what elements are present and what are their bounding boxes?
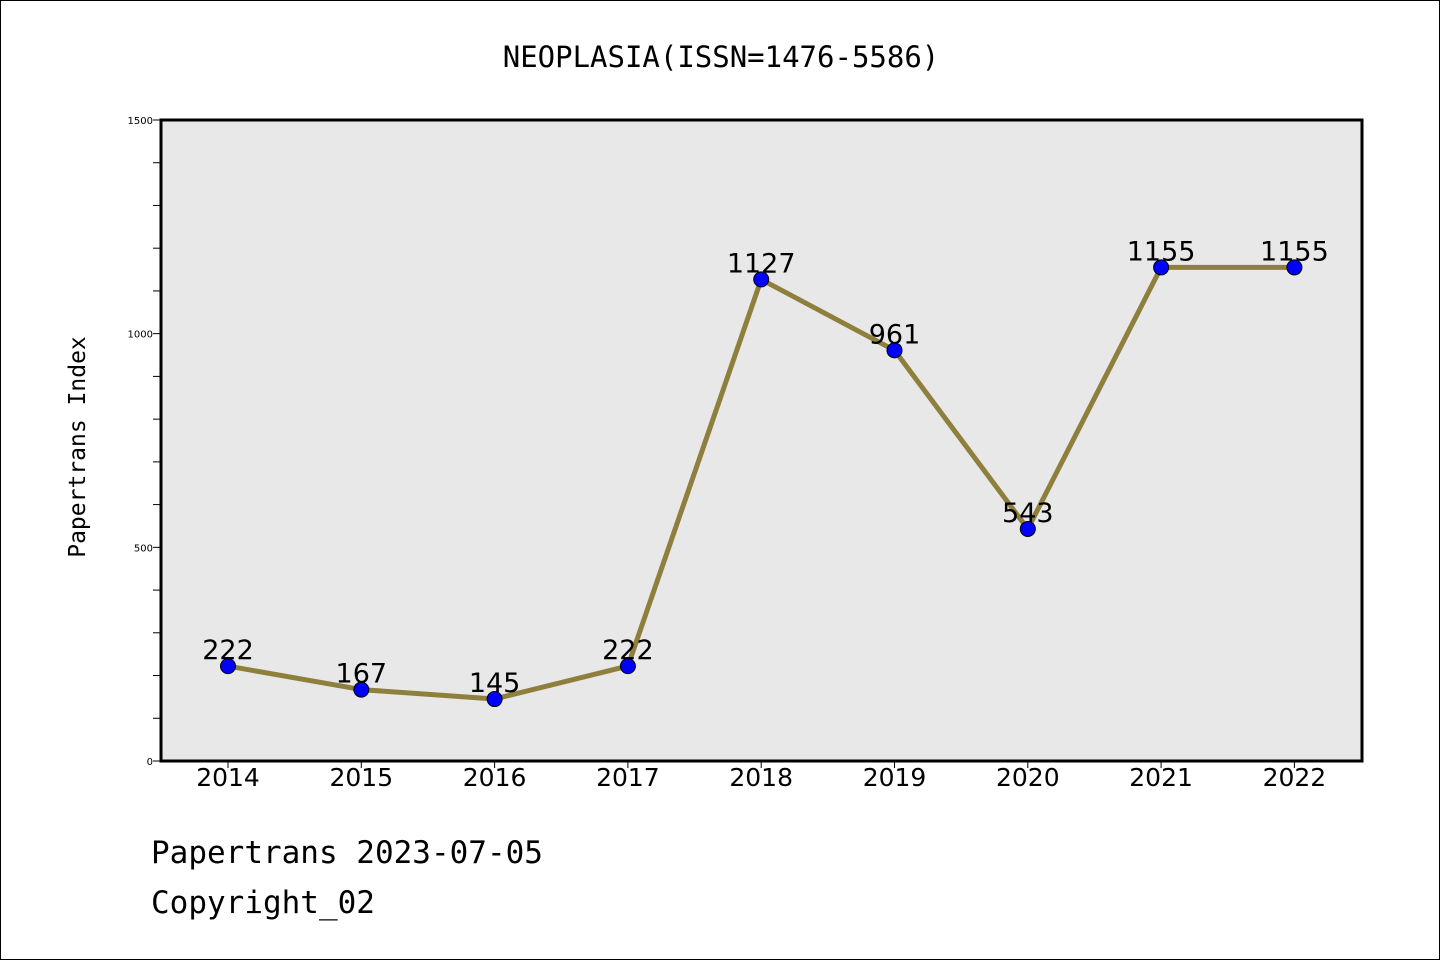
plot-area [159,118,1364,763]
y-tick-label: 500 [134,543,153,554]
y-tick-label: 0 [147,757,153,768]
x-tick-label: 2018 [729,763,793,792]
data-label: 961 [869,319,921,350]
data-point-marker [353,681,370,698]
x-tick-label: 2020 [996,763,1060,792]
x-axis: 2014 2015 2016 2017 2018 2019 2020 2021 2022 [196,761,1326,792]
x-tick-label: 2014 [196,763,260,792]
y-axis: 0 500 1000 1500 [128,116,160,768]
x-tick-label: 2022 [1263,763,1327,792]
footer-copyright: Copyright_02 [151,885,375,921]
data-labels: 222 167 145 222 1127 961 543 1155 1155 [202,236,1329,699]
data-label: 1127 [727,248,796,279]
data-label: 1155 [1127,236,1196,267]
data-label: 1155 [1260,236,1329,267]
data-point-marker [1019,520,1036,537]
data-point-marker [886,342,903,359]
y-axis-label: Papertrans Index [65,336,91,558]
x-tick-label: 2019 [863,763,927,792]
y-tick-label: 1000 [128,330,153,341]
chart-title: NEOPLASIA(ISSN=1476-5586) [503,40,940,74]
data-label: 543 [1002,498,1054,529]
data-point-marker [1286,259,1303,276]
data-point-marker [486,691,503,708]
series-markers [220,259,1303,708]
x-tick-label: 2016 [463,763,527,792]
footer-date-line: Papertrans 2023-07-05 [151,835,543,871]
data-point-marker [1153,259,1170,276]
data-point-marker [220,658,236,675]
data-point-marker [619,658,636,675]
x-tick-label: 2015 [329,763,393,792]
data-point-marker [753,271,770,288]
data-label: 222 [202,635,254,666]
data-label: 167 [336,659,388,690]
data-label: 145 [469,668,521,699]
y-tick-label: 1500 [128,116,153,127]
x-tick-label: 2021 [1129,763,1193,792]
data-label: 222 [602,635,654,666]
x-tick-label: 2017 [596,763,660,792]
